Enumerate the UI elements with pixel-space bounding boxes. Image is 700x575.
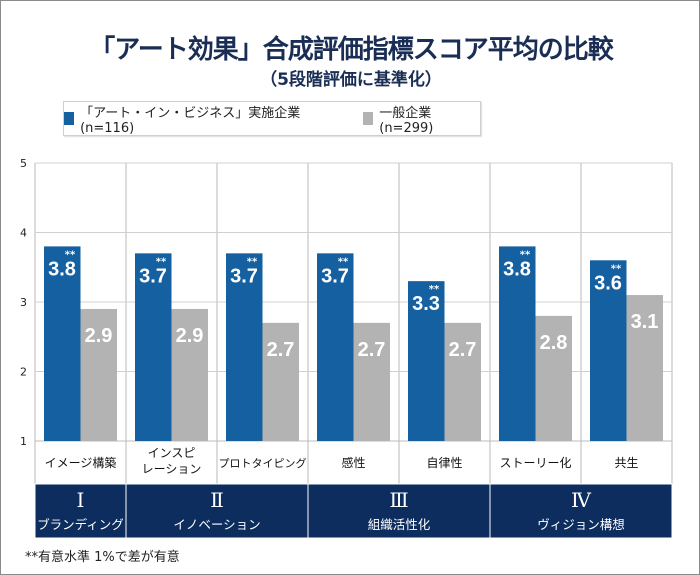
- bar-general: [171, 308, 208, 441]
- group-band: [125, 483, 309, 539]
- bar-general: [535, 315, 572, 441]
- group-numeral: Ⅱ: [210, 488, 224, 512]
- y-tick-label: 2: [20, 366, 27, 379]
- footnote: **有意水準 1%で差が有意: [25, 550, 180, 565]
- bar-art: [226, 253, 263, 441]
- category-label: 共生: [614, 456, 638, 470]
- category-label: イメージ構築: [45, 455, 117, 470]
- data-label: 3.7: [139, 265, 167, 287]
- significance-mark: **: [429, 284, 440, 295]
- y-tick-label: 1: [20, 435, 27, 448]
- significance-mark: **: [247, 256, 258, 267]
- significance-mark: **: [520, 249, 531, 260]
- legend: 「アート・イン・ビジネス」実施企業 (n=116) 一般企業 (n=299): [63, 101, 481, 136]
- chart-title: 「アート効果」合成評価指標スコア平均の比較: [89, 35, 613, 65]
- significance-mark: **: [338, 256, 349, 267]
- data-label: 2.8: [540, 332, 568, 354]
- data-label: 3.7: [321, 265, 349, 287]
- bar-art: [590, 260, 627, 441]
- significance-mark: **: [611, 263, 622, 274]
- data-label: 2.7: [449, 339, 477, 361]
- group-label: ヴィジョン構想: [537, 517, 625, 532]
- bar-art: [135, 253, 172, 441]
- group-numeral: Ⅳ: [571, 488, 592, 512]
- data-label: 2.7: [267, 339, 295, 361]
- group-numeral: Ⅲ: [389, 488, 408, 512]
- bar-art: [317, 253, 354, 441]
- bar-general: [626, 295, 663, 441]
- category-label: 自律性: [426, 456, 462, 470]
- bar-general: [353, 322, 390, 441]
- data-label: 2.9: [85, 325, 113, 347]
- category-label: プロトタイピング: [219, 456, 307, 470]
- legend-swatch-gray: [363, 112, 374, 125]
- data-label: 3.8: [48, 258, 76, 280]
- data-label: 3.3: [412, 293, 440, 315]
- legend-item-art: 「アート・イン・ビジネス」実施企業 (n=116): [64, 102, 335, 136]
- data-label: 2.9: [176, 325, 204, 347]
- legend-label: 「アート・イン・ビジネス」実施企業 (n=116): [80, 105, 301, 136]
- significance-mark: **: [156, 256, 167, 267]
- bar-general: [262, 322, 299, 441]
- data-label: 3.8: [503, 258, 531, 280]
- bar-art: [499, 246, 536, 441]
- y-tick-label: 5: [20, 157, 27, 170]
- y-tick-label: 3: [20, 296, 27, 309]
- legend-label: 一般企業 (n=299): [379, 105, 434, 136]
- legend-item-general: 一般企業 (n=299): [363, 102, 480, 136]
- data-label: 2.7: [358, 339, 386, 361]
- group-band: [307, 483, 491, 539]
- group-label: ブランディング: [37, 517, 124, 532]
- y-tick-label: 4: [20, 227, 27, 240]
- data-label: 3.7: [230, 265, 258, 287]
- category-label: ストーリー化: [499, 456, 571, 470]
- bar-general: [80, 308, 117, 441]
- bar-art: [408, 281, 445, 441]
- group-band: [489, 483, 673, 539]
- category-label: インスピ: [148, 446, 196, 460]
- group-label: 組織活性化: [368, 517, 431, 532]
- category-label: 感性: [341, 455, 365, 470]
- legend-swatch-blue: [64, 112, 75, 125]
- group-label: イノベーション: [173, 517, 260, 532]
- significance-mark: **: [65, 249, 76, 260]
- bar-general: [444, 322, 481, 441]
- chart-subtitle: （5段階評価に基準化）: [260, 70, 442, 90]
- data-label: 3.6: [594, 272, 622, 294]
- category-label: レーション: [142, 462, 202, 476]
- bar-art: [44, 246, 81, 441]
- data-label: 3.1: [631, 311, 659, 333]
- group-numeral: Ⅰ: [77, 488, 85, 512]
- group-band: [34, 483, 127, 539]
